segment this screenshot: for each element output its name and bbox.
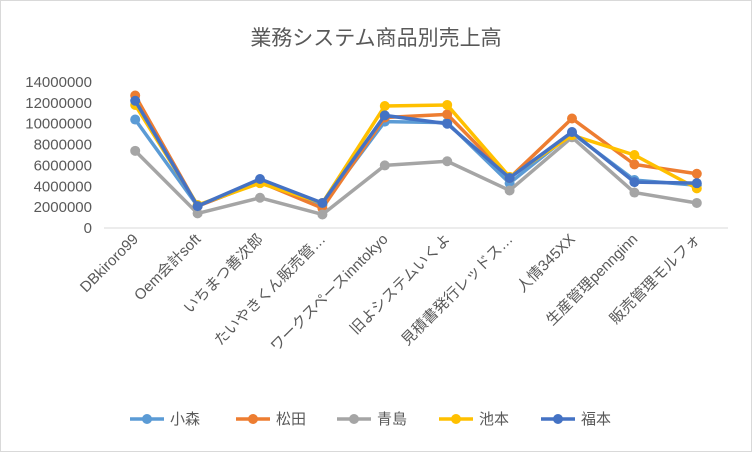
legend-label: 松田 (276, 410, 306, 428)
x-tick-label: ワークスペースinntokyo (267, 231, 391, 355)
y-tick-label: 0 (84, 220, 92, 237)
data-point (629, 150, 640, 160)
legend-marker (553, 414, 563, 424)
data-point (504, 172, 515, 183)
series-line (133, 99, 699, 208)
y-axis: 0 2000000 4000000 6000000 8000000 10000000 120… (25, 74, 92, 237)
data-point (691, 178, 702, 189)
legend: 小森 松田 青島 池本 福本 (130, 410, 611, 428)
data-point (504, 185, 515, 196)
legend-item: 池本 (439, 410, 509, 428)
x-axis: DBkiroro99Oem会計softいちまつ善次郎たいやきくん販売管…ワークス… (77, 227, 728, 355)
legend-marker (451, 414, 461, 424)
data-point (192, 208, 203, 219)
data-point (130, 145, 141, 156)
y-tick-label: 8000000 (34, 137, 92, 154)
x-tick-label: DBkiroro99 (77, 231, 142, 296)
data-point (442, 99, 453, 110)
series-1 (130, 90, 702, 214)
data-point (691, 197, 702, 208)
series-line (133, 93, 699, 210)
legend-marker (349, 414, 359, 424)
x-tick-label: たいやきくん販売管… (211, 231, 329, 349)
legend-marker (142, 414, 152, 424)
data-point (255, 192, 265, 203)
y-tick-label: 12000000 (25, 95, 92, 112)
data-point (379, 100, 390, 111)
data-point (629, 177, 640, 188)
data-point (379, 160, 390, 171)
legend-label: 福本 (581, 410, 611, 428)
data-point (567, 113, 577, 124)
legend-item: 小森 (130, 410, 200, 428)
series-line (133, 135, 699, 217)
y-tick-label: 6000000 (34, 157, 92, 174)
data-point (442, 118, 453, 129)
data-point (130, 95, 141, 106)
data-point (255, 173, 265, 184)
x-tick-label: 見積書発行レッドス… (398, 231, 516, 349)
legend-label: 池本 (479, 410, 509, 428)
y-tick-label: 2000000 (34, 199, 92, 216)
series-2 (130, 132, 702, 220)
x-tick-label: 人情345XX (514, 231, 579, 296)
data-point (442, 109, 453, 120)
data-point (379, 110, 390, 121)
legend-item: 福本 (541, 410, 611, 428)
legend-label: 小森 (170, 410, 200, 428)
data-point (130, 114, 141, 125)
data-point (317, 197, 328, 208)
data-point (629, 187, 640, 198)
data-point (629, 159, 640, 170)
y-tick-label: 10000000 (25, 116, 92, 133)
data-point (442, 156, 453, 167)
data-point (317, 209, 328, 220)
legend-marker (248, 414, 258, 424)
data-point (567, 127, 577, 138)
data-point (192, 201, 203, 212)
plot-area (130, 90, 702, 220)
legend-label: 青島 (377, 410, 407, 428)
legend-item: 青島 (337, 410, 407, 428)
legend-item: 松田 (236, 410, 306, 428)
chart-title: 業務システム商品別売上高 (250, 26, 501, 50)
data-point (691, 168, 702, 179)
y-tick-label: 4000000 (34, 178, 92, 195)
series-4 (130, 95, 702, 212)
y-tick-label: 14000000 (25, 74, 92, 91)
